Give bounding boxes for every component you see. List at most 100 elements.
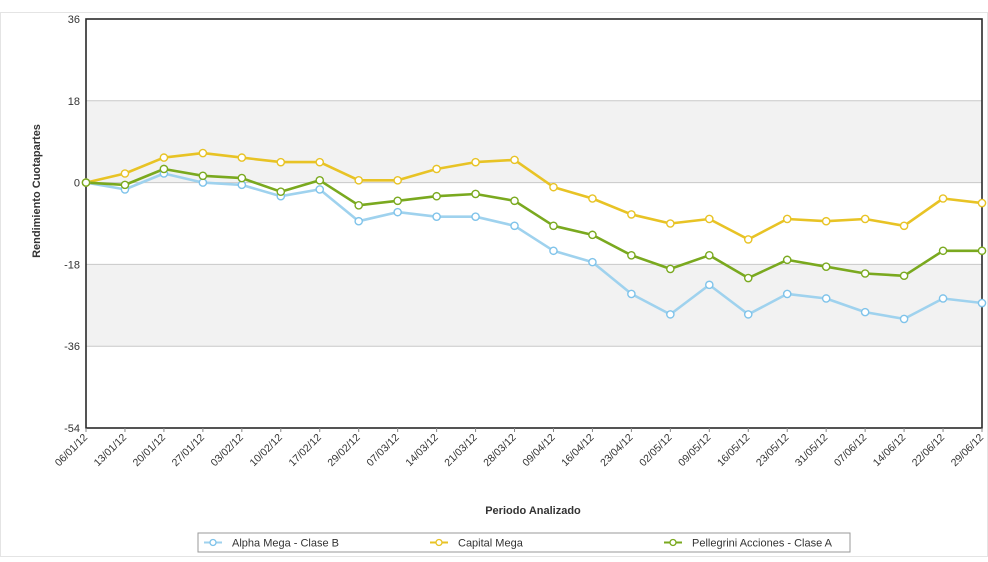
data-point[interactable] — [471, 157, 480, 167]
data-point[interactable] — [588, 194, 597, 203]
data-point[interactable] — [315, 185, 325, 194]
data-point[interactable] — [938, 246, 948, 256]
legend-label: Pellegrini Acciones - Clase A — [692, 538, 833, 550]
data-point[interactable] — [977, 298, 987, 308]
data-point[interactable] — [471, 212, 480, 221]
data-point[interactable] — [510, 155, 519, 165]
data-point[interactable] — [743, 273, 753, 283]
grid-band — [86, 100, 982, 183]
data-point[interactable] — [588, 230, 597, 240]
data-point[interactable] — [705, 214, 714, 224]
legend-item[interactable]: Capital Mega — [430, 538, 524, 550]
data-point[interactable] — [860, 307, 870, 317]
data-point[interactable] — [510, 221, 519, 231]
x-tick-label: 07/06/12 — [832, 432, 869, 469]
x-tick-label: 06/01/12 — [53, 432, 90, 469]
legend-label: Alpha Mega - Clase B — [232, 538, 339, 550]
data-point[interactable] — [938, 194, 948, 203]
x-tick-label: 29/02/12 — [325, 432, 362, 469]
y-axis-title: Rendimiento Cuotapartes — [31, 124, 43, 258]
y-tick-label: -36 — [64, 341, 80, 353]
data-point[interactable] — [432, 164, 441, 174]
data-point[interactable] — [666, 264, 675, 274]
data-point[interactable] — [159, 164, 169, 174]
data-point[interactable] — [354, 216, 363, 226]
legend-label: Capital Mega — [458, 538, 524, 550]
data-point[interactable] — [743, 310, 753, 319]
data-point[interactable] — [666, 219, 675, 228]
data-point[interactable] — [549, 246, 558, 256]
data-point[interactable] — [977, 246, 987, 256]
data-point[interactable] — [393, 176, 402, 185]
data-point[interactable] — [393, 196, 402, 206]
data-point[interactable] — [432, 191, 441, 201]
data-point[interactable] — [315, 157, 325, 167]
data-point[interactable] — [549, 221, 558, 231]
legend-item[interactable]: Pellegrini Acciones - Clase A — [664, 538, 833, 550]
data-point[interactable] — [510, 196, 519, 206]
data-point[interactable] — [120, 180, 130, 190]
data-point[interactable] — [120, 169, 130, 178]
data-point[interactable] — [237, 173, 247, 183]
x-tick-label: 28/03/12 — [481, 432, 518, 469]
x-tick-label: 20/01/12 — [131, 432, 168, 469]
data-point[interactable] — [782, 214, 792, 224]
x-tick-label: 23/04/12 — [598, 432, 635, 469]
data-point[interactable] — [938, 294, 948, 303]
data-point[interactable] — [198, 171, 208, 181]
data-point[interactable] — [588, 257, 597, 267]
data-point[interactable] — [899, 221, 909, 231]
data-point[interactable] — [821, 216, 831, 226]
data-point[interactable] — [899, 271, 909, 281]
y-tick-label: -18 — [64, 259, 80, 271]
data-point[interactable] — [782, 255, 792, 265]
data-point[interactable] — [315, 176, 325, 185]
legend-swatch-marker — [209, 538, 217, 547]
x-tick-label: 16/04/12 — [559, 432, 596, 469]
data-point[interactable] — [666, 310, 675, 319]
data-point[interactable] — [627, 289, 636, 299]
data-point[interactable] — [159, 153, 169, 162]
data-point[interactable] — [198, 148, 208, 158]
x-tick-label: 22/06/12 — [910, 432, 947, 469]
x-axis-title: Periodo Analizado — [485, 505, 581, 517]
data-point[interactable] — [354, 176, 363, 185]
x-tick-label: 17/02/12 — [286, 432, 323, 469]
data-point[interactable] — [627, 251, 636, 260]
data-point[interactable] — [276, 157, 286, 167]
data-point[interactable] — [743, 235, 753, 244]
data-point[interactable] — [432, 212, 441, 221]
x-tick-label: 02/05/12 — [637, 432, 674, 469]
data-point[interactable] — [81, 178, 91, 187]
legend: Alpha Mega - Clase B Capital Mega Pellegri… — [197, 532, 851, 553]
x-tick-label: 07/03/12 — [364, 432, 401, 469]
y-tick-label: -54 — [64, 423, 80, 435]
x-tick-label: 16/05/12 — [715, 432, 752, 469]
data-point[interactable] — [549, 182, 558, 192]
data-point[interactable] — [860, 269, 870, 278]
data-point[interactable] — [977, 198, 987, 208]
data-point[interactable] — [705, 280, 714, 290]
x-tick-label: 10/02/12 — [248, 432, 285, 469]
data-point[interactable] — [354, 201, 363, 210]
x-tick-label: 29/06/12 — [949, 432, 986, 469]
data-point[interactable] — [471, 189, 480, 199]
data-point[interactable] — [393, 207, 402, 217]
legend-item[interactable]: Alpha Mega - Clase B — [204, 538, 339, 550]
data-point[interactable] — [821, 262, 831, 271]
data-point[interactable] — [627, 210, 636, 219]
data-point[interactable] — [237, 153, 247, 162]
data-point[interactable] — [899, 314, 909, 324]
series-line-2 — [85, 151, 983, 241]
x-tick-label: 09/05/12 — [676, 432, 713, 469]
data-point[interactable] — [860, 214, 870, 224]
data-point[interactable] — [276, 187, 286, 196]
data-point[interactable] — [821, 294, 831, 303]
legend-box — [197, 532, 851, 553]
x-tick-label: 14/03/12 — [403, 432, 440, 469]
data-point[interactable] — [705, 251, 714, 260]
grid-band — [86, 264, 982, 347]
data-point[interactable] — [782, 289, 792, 299]
